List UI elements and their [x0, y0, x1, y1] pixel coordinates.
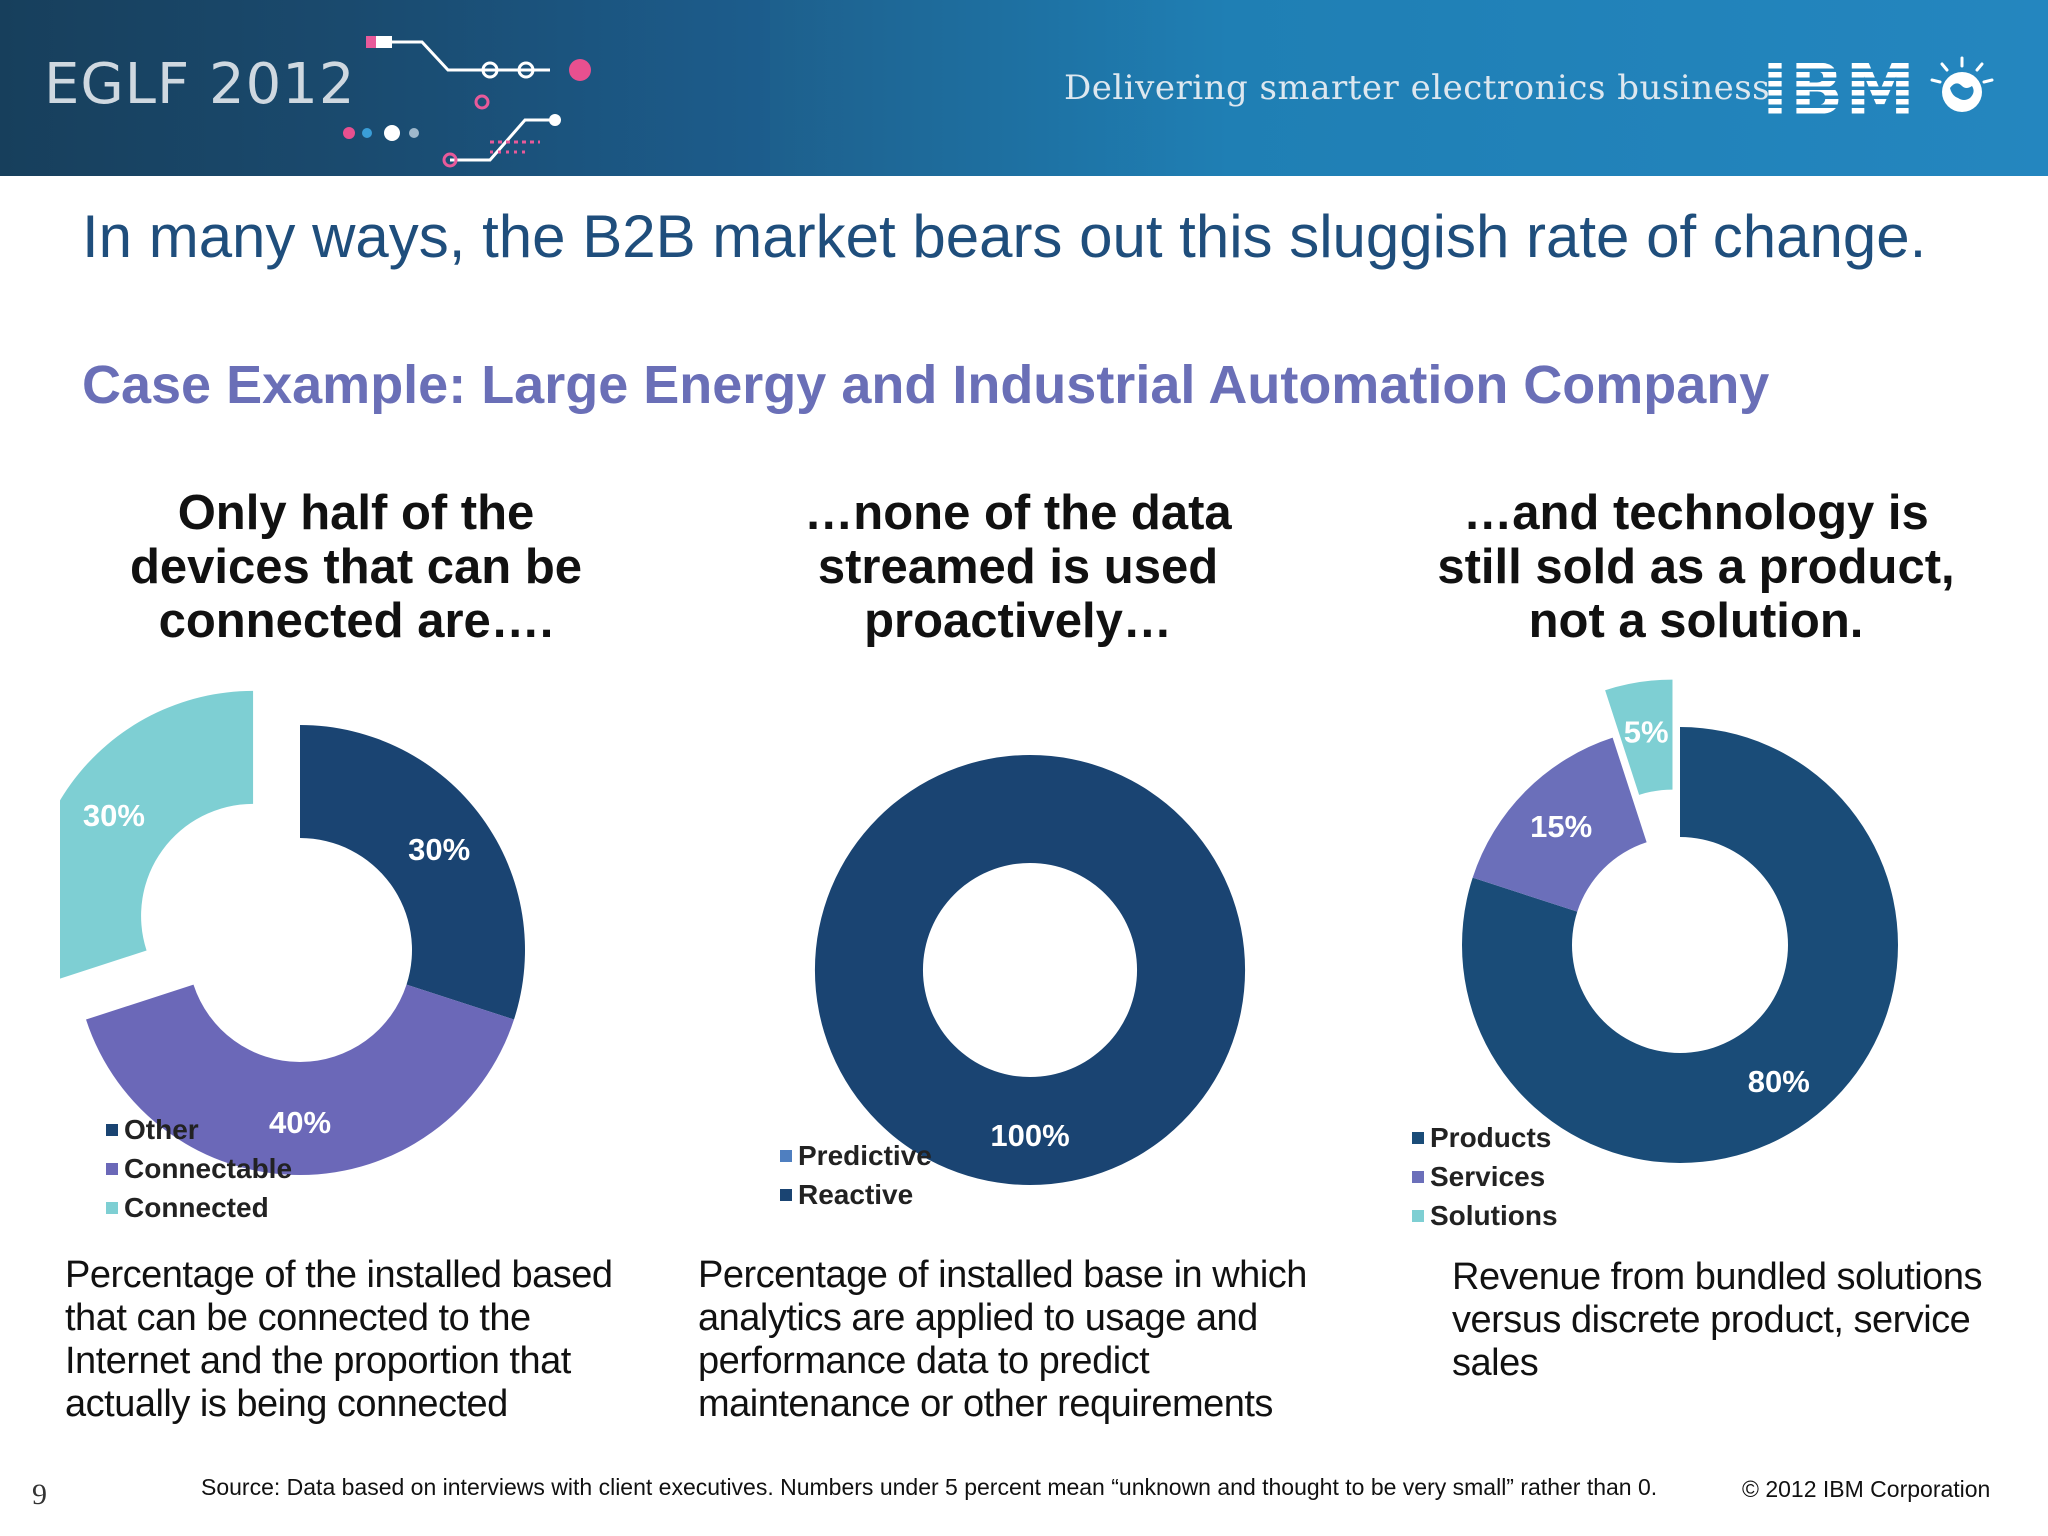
slice-connected [60, 690, 254, 979]
legend-label: Connected [124, 1191, 269, 1223]
slice-label-services: 15% [1530, 809, 1592, 844]
legend-revenue: Products Services Solutions [1412, 1118, 1558, 1235]
legend-swatch [780, 1149, 792, 1162]
donut-chart-data-usage: 0%100% [814, 755, 1246, 1185]
slice-label-reactive: 100% [990, 1118, 1069, 1153]
slice-label-connected: 30% [83, 798, 145, 833]
caption-2-line-4: maintenance or other requirements [698, 1383, 1273, 1425]
column-heading-2-line-1: …none of the data [804, 486, 1232, 540]
column-heading-1-line-3: connected are…. [158, 594, 554, 648]
legend-swatch [780, 1188, 792, 1201]
column-heading-2: …none of the data streamed is used proac… [698, 486, 1338, 648]
slide-title: In many ways, the B2B market bears out t… [82, 203, 1927, 270]
legend-label: Services [1430, 1160, 1546, 1192]
legend-label: Connectable [124, 1152, 293, 1184]
column-heading-3: …and technology is still sold as a produ… [1376, 486, 2016, 648]
slide-subtitle: Case Example: Large Energy and Industria… [82, 355, 1770, 415]
caption-3-line-1: Revenue from bundled solutions [1452, 1256, 1983, 1298]
legend-swatch [106, 1123, 118, 1136]
legend-connected-devices: Other Connectable Connected [106, 1110, 292, 1227]
caption-2-line-3: performance data to predict [698, 1340, 1150, 1382]
page-number: 9 [32, 1478, 47, 1511]
legend-label: Other [124, 1113, 199, 1145]
caption-1-line-4: actually is being connected [65, 1383, 508, 1425]
column-heading-2-line-2: streamed is used [817, 540, 1219, 594]
caption-connected-devices: Percentage of the installed based that c… [65, 1254, 613, 1426]
legend-item-products: Products [1412, 1118, 1558, 1157]
caption-1-line-3: Internet and the proportion that [65, 1340, 571, 1382]
legend-swatch [1412, 1131, 1424, 1144]
column-heading-3-line-3: not a solution. [1528, 594, 1864, 648]
donut-chart-connected-devices: 30% 40% 30% [60, 690, 525, 1175]
legend-item-predictive: Predictive [780, 1136, 932, 1175]
caption-revenue: Revenue from bundled solutions versus di… [1452, 1256, 1983, 1385]
caption-3-line-2: versus discrete product, service [1452, 1299, 1971, 1341]
legend-swatch [106, 1162, 118, 1175]
legend-label: Products [1430, 1121, 1552, 1153]
caption-2-line-2: analytics are applied to usage and [698, 1297, 1258, 1339]
donut-chart-revenue: 80% 15% 5% [1462, 679, 1898, 1163]
header-banner: EGLF 2012 Delivering smarter electronics… [0, 0, 2048, 176]
source-note: Source: Data based on interviews with cl… [201, 1474, 1658, 1500]
column-heading-2-line-3: proactively… [864, 594, 1172, 648]
slice-products [1462, 727, 1898, 1163]
slice-services [1472, 737, 1647, 912]
event-name: EGLF 2012 [44, 52, 356, 117]
header-tagline: Delivering smarter electronics business [1064, 68, 1771, 108]
slice-label-solutions: 5% [1624, 715, 1669, 750]
caption-1-line-1: Percentage of the installed based [65, 1254, 613, 1296]
legend-item-connected: Connected [106, 1188, 292, 1227]
slice-label-products: 80% [1748, 1064, 1810, 1099]
slice-label-connectable: 40% [269, 1105, 331, 1140]
slice-solutions [1605, 679, 1673, 795]
circuit-decoration-icon [343, 36, 591, 168]
copyright: © 2012 IBM Corporation [1742, 1476, 1991, 1502]
legend-item-connectable: Connectable [106, 1149, 292, 1188]
legend-label: Reactive [798, 1178, 914, 1210]
legend-swatch [1412, 1170, 1424, 1183]
slice-connectable [86, 984, 514, 1175]
legend-data-usage: Predictive Reactive [780, 1136, 932, 1214]
legend-swatch [106, 1201, 118, 1214]
legend-item-reactive: Reactive [780, 1175, 932, 1214]
legend-label: Solutions [1430, 1199, 1558, 1231]
ibm-logo: IBM [1762, 54, 1922, 124]
caption-2-line-1: Percentage of installed base in which [698, 1254, 1307, 1296]
legend-swatch [1412, 1209, 1424, 1222]
caption-data-usage: Percentage of installed base in which an… [698, 1254, 1307, 1426]
globe-icon [1930, 56, 1994, 112]
legend-item-services: Services [1412, 1157, 1558, 1196]
legend-label: Predictive [798, 1139, 932, 1171]
header-dark-block [0, 0, 770, 176]
column-heading-1-line-2: devices that can be [129, 540, 583, 594]
caption-3-line-3: sales [1452, 1342, 1539, 1384]
column-heading-3-line-2: still sold as a product, [1437, 540, 1955, 594]
slice-other [300, 725, 525, 1020]
legend-item-solutions: Solutions [1412, 1196, 1558, 1235]
caption-1-line-2: that can be connected to the [65, 1297, 531, 1339]
slice-reactive [814, 755, 1246, 1185]
column-heading-1: Only half of the devices that can be con… [36, 486, 676, 648]
column-heading-3-line-1: …and technology is [1463, 486, 1929, 540]
slice-label-other: 30% [408, 832, 470, 867]
legend-item-other: Other [106, 1110, 292, 1149]
column-heading-1-line-1: Only half of the [177, 486, 535, 540]
